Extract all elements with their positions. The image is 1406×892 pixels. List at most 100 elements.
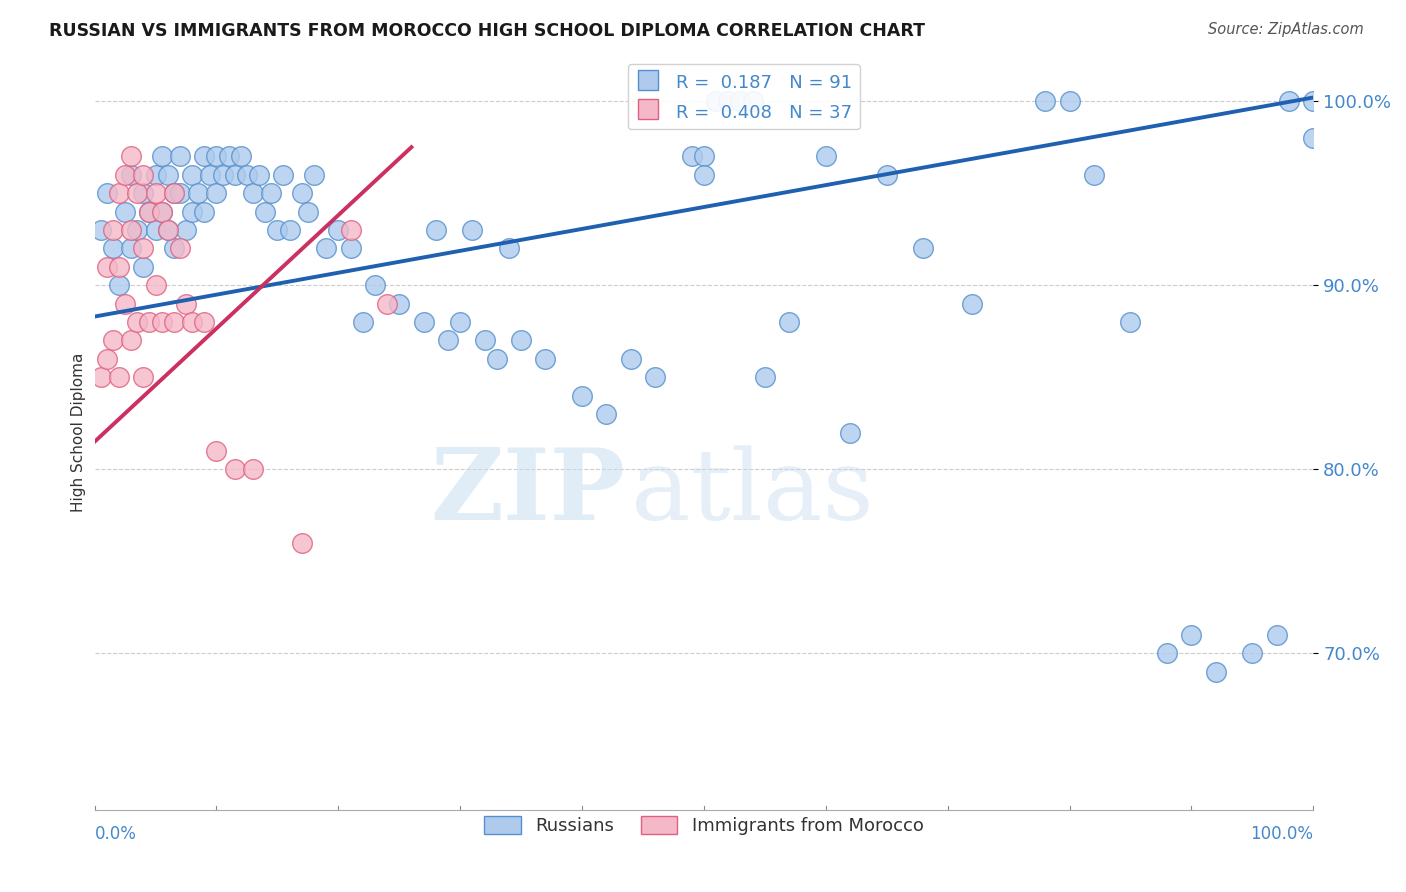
Point	[302, 168, 325, 182]
Point	[193, 315, 215, 329]
Text: RUSSIAN VS IMMIGRANTS FROM MOROCCO HIGH SCHOOL DIPLOMA CORRELATION CHART: RUSSIAN VS IMMIGRANTS FROM MOROCCO HIGH …	[49, 22, 925, 40]
Text: atlas: atlas	[631, 445, 873, 541]
Point	[120, 242, 142, 256]
Point	[169, 242, 191, 256]
Point	[150, 149, 173, 163]
Point	[461, 223, 484, 237]
Point	[127, 186, 149, 201]
Point	[315, 242, 337, 256]
Point	[1156, 647, 1178, 661]
Point	[681, 149, 703, 163]
Point	[156, 168, 179, 182]
Point	[187, 186, 209, 201]
Point	[1033, 94, 1056, 108]
Point	[132, 242, 155, 256]
Point	[132, 370, 155, 384]
Point	[375, 296, 398, 310]
Point	[224, 462, 246, 476]
Point	[339, 223, 361, 237]
Point	[620, 351, 643, 366]
Point	[224, 168, 246, 182]
Text: 0.0%: 0.0%	[94, 824, 136, 843]
Point	[163, 186, 186, 201]
Point	[145, 278, 167, 293]
Point	[273, 168, 295, 182]
Point	[127, 315, 149, 329]
Point	[644, 370, 666, 384]
Point	[1083, 168, 1105, 182]
Point	[205, 444, 228, 458]
Point	[174, 296, 197, 310]
Point	[412, 315, 434, 329]
Point	[120, 149, 142, 163]
Point	[101, 242, 124, 256]
Point	[120, 168, 142, 182]
Point	[120, 334, 142, 348]
Point	[1241, 647, 1264, 661]
Point	[425, 223, 447, 237]
Point	[205, 149, 228, 163]
Point	[169, 186, 191, 201]
Point	[571, 389, 593, 403]
Text: Source: ZipAtlas.com: Source: ZipAtlas.com	[1208, 22, 1364, 37]
Point	[96, 351, 118, 366]
Point	[449, 315, 471, 329]
Point	[150, 204, 173, 219]
Point	[132, 260, 155, 274]
Point	[364, 278, 387, 293]
Point	[498, 242, 520, 256]
Point	[1059, 94, 1081, 108]
Point	[145, 168, 167, 182]
Point	[278, 223, 301, 237]
Point	[1278, 94, 1301, 108]
Point	[510, 334, 533, 348]
Point	[132, 168, 155, 182]
Point	[1119, 315, 1142, 329]
Point	[328, 223, 350, 237]
Point	[193, 204, 215, 219]
Point	[912, 242, 935, 256]
Point	[730, 94, 752, 108]
Point	[297, 204, 319, 219]
Point	[1302, 94, 1324, 108]
Point	[778, 315, 800, 329]
Point	[108, 260, 131, 274]
Point	[114, 204, 136, 219]
Point	[181, 204, 204, 219]
Point	[266, 223, 288, 237]
Point	[339, 242, 361, 256]
Point	[1265, 628, 1288, 642]
Point	[163, 315, 186, 329]
Point	[174, 223, 197, 237]
Point	[474, 334, 496, 348]
Point	[534, 351, 557, 366]
Point	[163, 186, 186, 201]
Point	[242, 462, 264, 476]
Point	[163, 242, 186, 256]
Point	[193, 149, 215, 163]
Point	[156, 223, 179, 237]
Text: ZIP: ZIP	[430, 444, 624, 541]
Point	[229, 149, 252, 163]
Point	[1302, 131, 1324, 145]
Point	[1205, 665, 1227, 679]
Point	[1180, 628, 1202, 642]
Point	[150, 204, 173, 219]
Point	[169, 149, 191, 163]
Point	[145, 223, 167, 237]
Point	[242, 186, 264, 201]
Point	[96, 186, 118, 201]
Point	[814, 149, 837, 163]
Point	[693, 149, 716, 163]
Text: 100.0%: 100.0%	[1250, 824, 1313, 843]
Point	[156, 223, 179, 237]
Point	[595, 407, 617, 421]
Point	[96, 260, 118, 274]
Point	[108, 370, 131, 384]
Point	[138, 204, 160, 219]
Point	[352, 315, 374, 329]
Point	[101, 223, 124, 237]
Point	[150, 315, 173, 329]
Point	[960, 296, 983, 310]
Point	[145, 186, 167, 201]
